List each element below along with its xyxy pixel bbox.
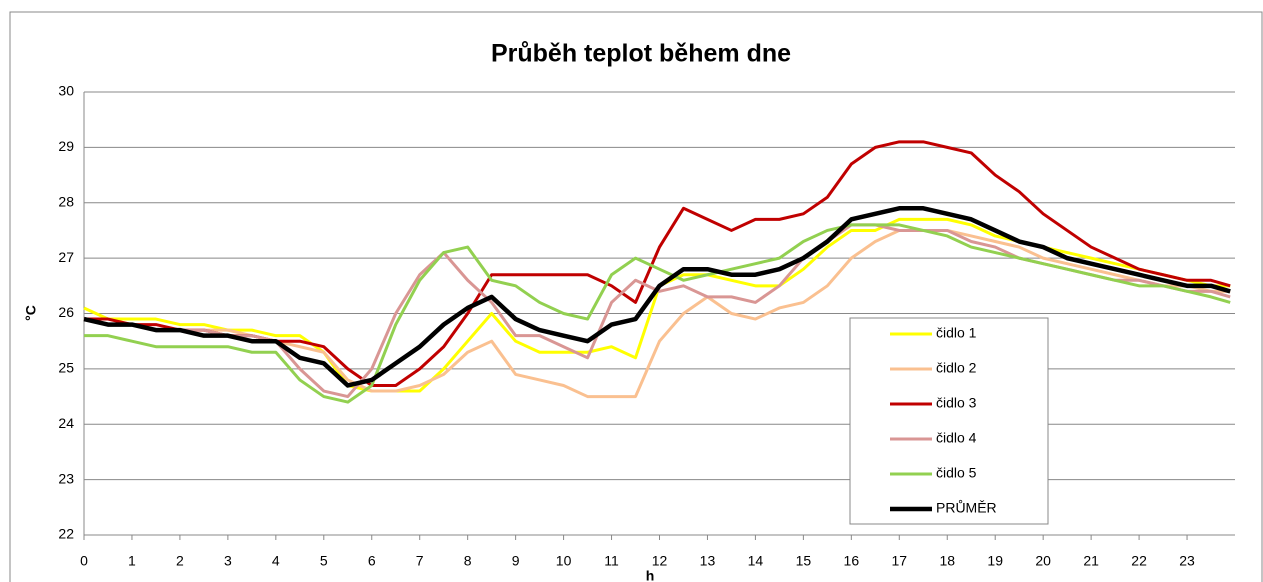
- x-tick-label: 23: [1179, 553, 1195, 569]
- x-tick-label: 6: [368, 553, 376, 569]
- y-tick-label: 24: [58, 415, 74, 431]
- legend-label: PRŮMĚR: [936, 499, 997, 516]
- legend-label: čidlo 2: [936, 360, 977, 376]
- x-tick-label: 5: [320, 553, 328, 569]
- chart-frame: [9, 11, 1263, 582]
- y-tick-label: 28: [58, 193, 74, 209]
- x-tick-label: 13: [700, 553, 716, 569]
- x-tick-label: 3: [224, 553, 232, 569]
- series-line: [84, 223, 1231, 404]
- y-tick-label: 26: [58, 304, 74, 320]
- x-tick-label: 0: [80, 553, 88, 569]
- legend-label: čidlo 5: [936, 465, 977, 481]
- y-tick-label: 27: [58, 249, 74, 265]
- x-tick-label: 16: [844, 553, 860, 569]
- y-tick-label: 23: [58, 470, 74, 486]
- x-tick-label: 15: [796, 553, 812, 569]
- x-tick-label: 1: [128, 553, 136, 569]
- x-tick-label: 9: [512, 553, 520, 569]
- y-tick-label: 25: [58, 360, 74, 376]
- x-tick-label: 18: [939, 553, 955, 569]
- y-tick-label: 29: [58, 138, 74, 154]
- x-tick-label: 10: [556, 553, 572, 569]
- x-tick-label: 19: [987, 553, 1003, 569]
- x-tick-label: 20: [1035, 553, 1051, 569]
- x-tick-label: 7: [416, 553, 424, 569]
- x-axis-label: h: [646, 568, 655, 582]
- x-tick-label: 22: [1131, 553, 1147, 569]
- chart-title: Průběh teplot během dne: [491, 40, 791, 68]
- legend-label: čidlo 3: [936, 395, 977, 411]
- y-tick-label: 22: [58, 526, 74, 542]
- legend-label: čidlo 4: [936, 430, 977, 446]
- legend-label: čidlo 1: [936, 325, 977, 341]
- series-line: [83, 206, 1231, 388]
- x-tick-label: 14: [748, 553, 764, 569]
- x-tick-label: 2: [176, 553, 184, 569]
- x-tick-label: 11: [604, 553, 619, 569]
- x-tick-label: 4: [272, 553, 280, 569]
- y-tick-label: 30: [58, 83, 74, 99]
- x-tick-label: 17: [892, 553, 908, 569]
- x-tick-label: 8: [464, 553, 472, 569]
- x-tick-label: 21: [1083, 553, 1099, 569]
- y-axis-label: °C: [23, 305, 39, 321]
- x-tick-label: 12: [652, 553, 668, 569]
- legend-box: [849, 317, 1049, 525]
